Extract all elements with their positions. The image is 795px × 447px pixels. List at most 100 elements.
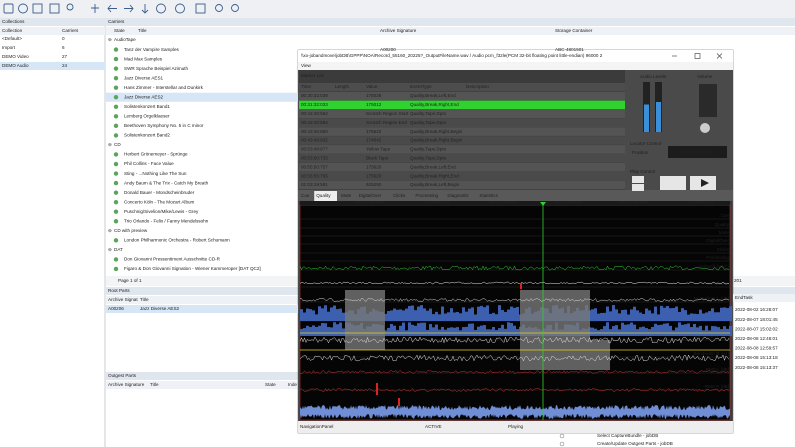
noisefloor-bar: [609, 311, 612, 321]
noisefloor-bar: [705, 325, 708, 336]
window-title: \\xx-jobandmove\jobDB\GPPP\NOA\Record_55…: [301, 53, 603, 58]
maximize-button[interactable]: [694, 53, 701, 59]
expander: ⊖: [108, 142, 112, 147]
noisefloor-bar: [492, 327, 495, 336]
tab[interactable]: Processing: [415, 193, 438, 198]
carrier-title: London Philharmonic Orchestra - Robert S…: [124, 238, 230, 243]
noisefloor-bar: [390, 324, 393, 336]
column-header: Archive Signat: [108, 297, 138, 302]
noisefloor-bar: [603, 312, 606, 321]
play-button[interactable]: [660, 176, 686, 190]
tool-icon[interactable]: [195, 3, 206, 14]
noisefloor-bar: [321, 308, 324, 321]
tool-icon[interactable]: [66, 3, 74, 11]
noisefloor-bar: [507, 309, 510, 321]
tool-icon[interactable]: [124, 4, 134, 13]
noisefloor-bar: [660, 305, 663, 321]
noisefloor-bar: [690, 313, 693, 321]
noisefloor-bar: [324, 323, 327, 336]
tool-icon[interactable]: [91, 4, 99, 13]
noisefloor-bar: [426, 310, 429, 321]
tool-icon[interactable]: [18, 3, 28, 14]
carrier-count: 24: [62, 63, 68, 68]
noisefloor-bar: [429, 324, 432, 336]
volume-knob[interactable]: [700, 123, 710, 133]
noisefloor-bar: [312, 325, 315, 336]
selected-row: [106, 92, 298, 102]
state-icon: [113, 133, 119, 138]
noisefloor-bar: [591, 327, 594, 336]
pager: Page 1 of 1: [118, 278, 142, 283]
noisefloor-bar: [621, 322, 624, 336]
tab[interactable]: Quality: [316, 193, 331, 198]
noisefloor-bar: [435, 324, 438, 336]
tool-icon[interactable]: [107, 4, 117, 13]
tab[interactable]: DigitalOver: [359, 193, 382, 198]
editor-titlebar: [298, 50, 733, 62]
noisefloor-bar: [699, 309, 702, 321]
noisefloor-bar: [510, 322, 513, 336]
noisefloor-bar: [648, 329, 651, 336]
task-action: Create/Update Outgest Parts - jobDB: [597, 441, 673, 446]
carrier-title: Sting - ...Nothing Like The Sun: [124, 171, 187, 176]
tool-icon[interactable]: [3, 3, 14, 14]
marker-column-header: Length: [335, 84, 349, 89]
time-label: 00:40:00:000: [555, 200, 582, 205]
tab[interactable]: Mute: [341, 193, 352, 198]
noisefloor-bar: [699, 325, 702, 336]
marker-cell: Black Tape: [366, 156, 389, 161]
noisefloor-bar: [708, 311, 711, 321]
noisefloor-bar: [465, 326, 468, 336]
noisefloor-bar: [477, 326, 480, 336]
noisefloor-bar: [726, 308, 729, 321]
noisefloor-bar: [663, 323, 666, 336]
noisefloor-bar: [657, 325, 660, 336]
toolbar-icons: [3, 3, 239, 14]
tab[interactable]: Statistics: [479, 193, 498, 198]
noisefloor-bar: [609, 329, 612, 336]
tool-icon[interactable]: [32, 3, 43, 14]
noisefloor-bar: [651, 326, 654, 336]
tab[interactable]: Cue: [301, 193, 310, 198]
tool-icon[interactable]: [231, 4, 239, 12]
noisefloor-bar: [309, 309, 312, 321]
quality-region: [520, 290, 590, 370]
radio-button[interactable]: [559, 441, 565, 447]
tool-icon[interactable]: [156, 3, 166, 14]
noisefloor-bar: [417, 306, 420, 321]
carrier-count: 27: [62, 54, 68, 59]
column-header: State: [114, 28, 125, 33]
marker-row: [299, 127, 625, 136]
noisefloor-bar: [642, 313, 645, 321]
tab[interactable]: Diagnostic: [447, 193, 469, 198]
close-button[interactable]: [716, 53, 723, 59]
quality-region: [590, 340, 610, 370]
marker-cell: Quality,Break,Right,End: [410, 173, 459, 178]
carrier-title: Figaro & Don Giovanni Signation - Wiener…: [124, 266, 261, 271]
tab[interactable]: Clicks: [393, 193, 406, 198]
column-header: EndTask: [735, 295, 753, 300]
noisefloor-bar: [705, 312, 708, 321]
noisefloor-bar: [624, 309, 627, 321]
panel-title: Marker List: [301, 73, 324, 78]
bandwidth-line: [299, 354, 730, 362]
tool-icon[interactable]: [141, 4, 149, 14]
tool-icon[interactable]: [175, 3, 185, 14]
marker-cell: 00:53:48:877: [301, 147, 328, 152]
play-button[interactable]: [632, 176, 644, 183]
carrier-title: Tanz der Vampire Samples: [124, 47, 180, 52]
collection-name: DEMO Audio: [2, 63, 29, 68]
marker-row: [299, 162, 625, 172]
active-tab[interactable]: [314, 191, 337, 201]
radio-button[interactable]: [559, 433, 565, 439]
play-button[interactable]: [632, 184, 644, 191]
tool-icon[interactable]: [49, 3, 60, 14]
state-icon: [113, 95, 119, 100]
tab-bar: [298, 190, 733, 201]
noisefloor-bar: [330, 307, 333, 321]
noisefloor-bar: [336, 309, 339, 321]
noisefloor-bar: [591, 309, 594, 321]
tool-icon[interactable]: [215, 4, 223, 12]
column-header: Archive Signature: [380, 28, 417, 33]
carrier-title: Solistenkonzert Band1: [124, 104, 170, 109]
